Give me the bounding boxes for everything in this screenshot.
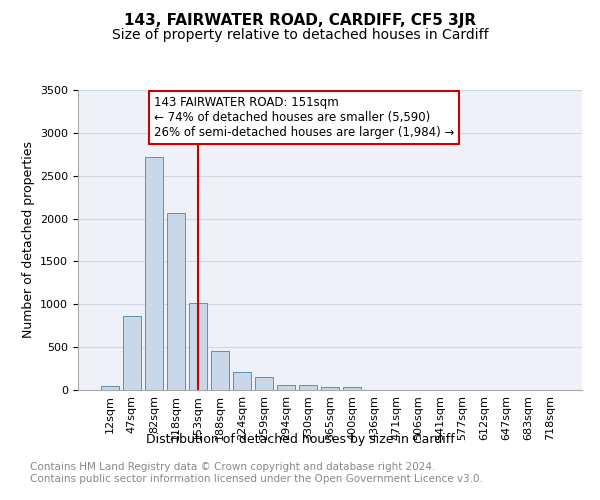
Bar [321, 386, 339, 390]
Bar [189, 304, 206, 390]
Bar [343, 388, 361, 390]
Y-axis label: Number of detached properties: Number of detached properties [22, 142, 35, 338]
Bar [167, 212, 185, 390]
Text: Contains HM Land Registry data © Crown copyright and database right 2024.
Contai: Contains HM Land Registry data © Crown c… [30, 462, 483, 484]
Text: Distribution of detached houses by size in Cardiff: Distribution of detached houses by size … [146, 432, 454, 446]
Bar [255, 377, 273, 390]
Bar [101, 386, 119, 390]
Bar [145, 157, 163, 390]
Bar [299, 385, 317, 390]
Bar [233, 372, 251, 390]
Bar [277, 385, 295, 390]
Text: 143 FAIRWATER ROAD: 151sqm
← 74% of detached houses are smaller (5,590)
26% of s: 143 FAIRWATER ROAD: 151sqm ← 74% of deta… [154, 96, 454, 139]
Text: 143, FAIRWATER ROAD, CARDIFF, CF5 3JR: 143, FAIRWATER ROAD, CARDIFF, CF5 3JR [124, 12, 476, 28]
Text: Size of property relative to detached houses in Cardiff: Size of property relative to detached ho… [112, 28, 488, 42]
Bar [211, 352, 229, 390]
Bar [123, 316, 140, 390]
